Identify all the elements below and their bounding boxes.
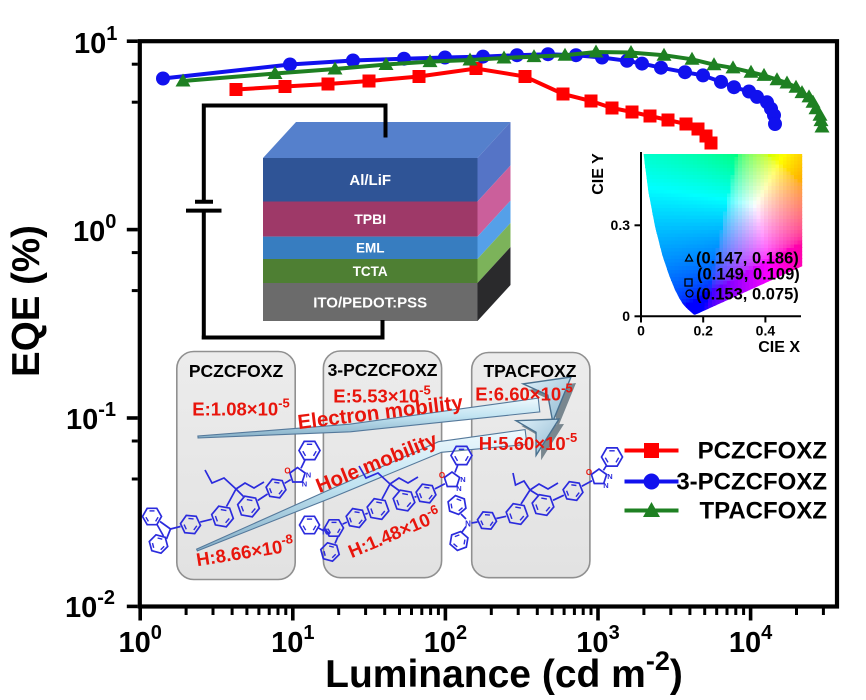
svg-text:Al/LiF: Al/LiF	[349, 172, 391, 189]
svg-text:TPBI: TPBI	[354, 211, 386, 227]
svg-text:E:5.53×10-5: E:5.53×10-5	[333, 383, 430, 407]
svg-text:EML: EML	[356, 241, 385, 256]
svg-text:Luminance (cd m-2): Luminance (cd m-2)	[325, 646, 683, 696]
svg-text:N: N	[322, 528, 328, 537]
svg-text:TCTA: TCTA	[353, 264, 388, 279]
svg-text:0: 0	[622, 308, 630, 324]
svg-text:CIE Y: CIE Y	[590, 153, 607, 195]
svg-text:3-PCZCFOXZ: 3-PCZCFOXZ	[676, 469, 827, 496]
svg-text:PCZCFOXZ: PCZCFOXZ	[698, 438, 827, 465]
svg-text:H:5.60×10-5: H:5.60×10-5	[479, 430, 577, 454]
svg-text:O: O	[586, 468, 592, 477]
svg-text:(0.147, 0.186): (0.147, 0.186)	[696, 250, 799, 268]
svg-text:N: N	[603, 481, 608, 490]
svg-text:TPACFOXZ: TPACFOXZ	[483, 361, 576, 381]
svg-text:N: N	[465, 520, 471, 529]
svg-text:N: N	[306, 471, 311, 480]
svg-text:0.4: 0.4	[756, 323, 776, 339]
svg-text:N: N	[607, 472, 612, 481]
svg-text:0: 0	[637, 323, 645, 339]
svg-text:0.2: 0.2	[693, 323, 713, 339]
svg-text:3-PCZCFOXZ: 3-PCZCFOXZ	[328, 360, 438, 380]
svg-text:ITO/PEDOT:PSS: ITO/PEDOT:PSS	[313, 294, 427, 311]
svg-text:E:6.60×10-5: E:6.60×10-5	[475, 381, 572, 405]
svg-text:(0.153, 0.075): (0.153, 0.075)	[696, 286, 799, 304]
svg-text:(0.149, 0.109): (0.149, 0.109)	[697, 266, 800, 284]
svg-text:O: O	[439, 471, 445, 480]
svg-text:10-1: 10-1	[66, 399, 116, 436]
svg-text:TPACFOXZ: TPACFOXZ	[699, 498, 827, 525]
svg-text:E:1.08×10-5: E:1.08×10-5	[192, 396, 289, 420]
svg-text:CIE X: CIE X	[758, 339, 800, 356]
svg-text:O: O	[284, 467, 290, 476]
svg-text:N: N	[456, 484, 461, 493]
svg-text:N: N	[460, 475, 465, 484]
svg-text:PCZCFOXZ: PCZCFOXZ	[189, 361, 284, 381]
svg-text:EQE (%): EQE (%)	[5, 225, 48, 377]
svg-text:N: N	[302, 480, 307, 489]
svg-text:0.3: 0.3	[611, 217, 631, 233]
